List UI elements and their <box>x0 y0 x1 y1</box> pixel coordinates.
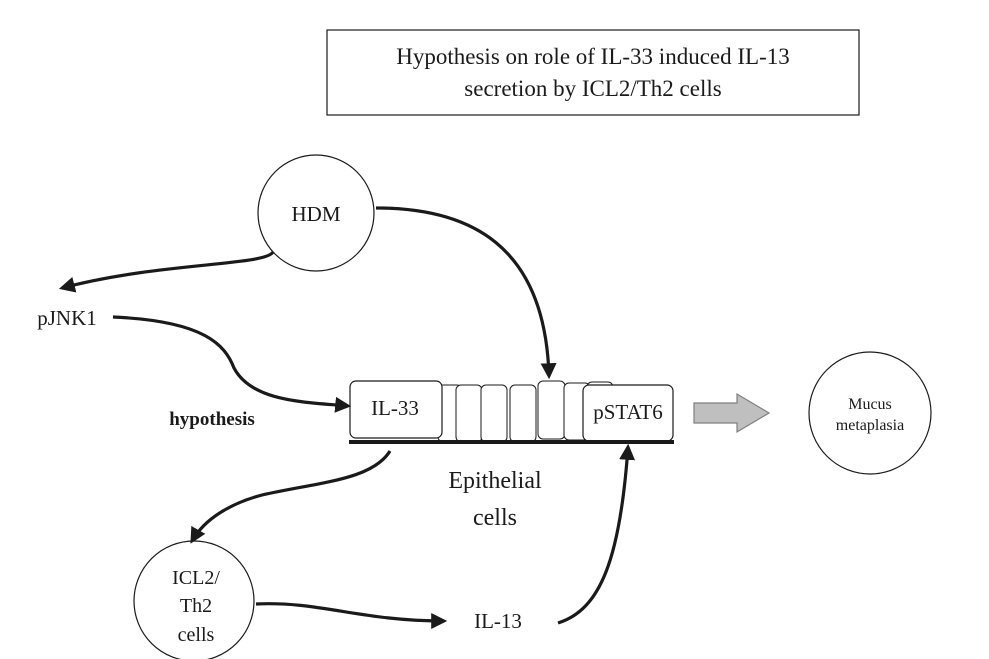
pstat6-label: pSTAT6 <box>593 400 663 424</box>
epithelial-label-line-1: Epithelial <box>448 468 542 494</box>
il33-label: IL-33 <box>371 396 419 420</box>
icl2-label-line-3: cells <box>178 624 215 646</box>
mucus-label-line-1: Mucus <box>848 396 892 413</box>
il13-label: IL-13 <box>474 609 522 633</box>
hdm-label: HDM <box>291 202 340 226</box>
pjnk1-label: pJNK1 <box>37 306 97 330</box>
hypothesis-label: hypothesis <box>169 409 255 430</box>
icl2-th2-node: ICL2/ Th2 cells <box>133 540 255 659</box>
title-box: Hypothesis on role of IL-33 induced IL-1… <box>326 29 860 116</box>
arrow-il13-to-pstat6 <box>557 443 636 625</box>
block-arrow <box>693 392 771 434</box>
icl2-label-line-2: Th2 <box>180 595 212 617</box>
hdm-node: HDM <box>257 154 375 272</box>
epithelial-label-line-2: cells <box>473 505 517 531</box>
arrow-pjnk1-to-il33 <box>112 315 352 413</box>
mucus-metaplasia-node: Mucus metaplasia <box>808 351 932 475</box>
icl2-label-line-1: ICL2/ <box>172 567 220 589</box>
mucus-label-line-2: metaplasia <box>836 417 904 434</box>
connector-arrows <box>58 206 636 629</box>
arrow-il33-to-icl2 <box>190 450 392 544</box>
title-line-2: secretion by ICL2/Th2 cells <box>464 76 721 101</box>
title-line-1: Hypothesis on role of IL-33 induced IL-1… <box>396 44 789 69</box>
arrow-hdm-to-pjnk1 <box>58 250 275 293</box>
pstat6-cell: pSTAT6 <box>582 384 674 442</box>
arrow-icl2-to-il13 <box>255 602 448 629</box>
arrow-hdm-to-epithelium <box>375 206 557 380</box>
il33-cell: IL-33 <box>349 380 443 439</box>
